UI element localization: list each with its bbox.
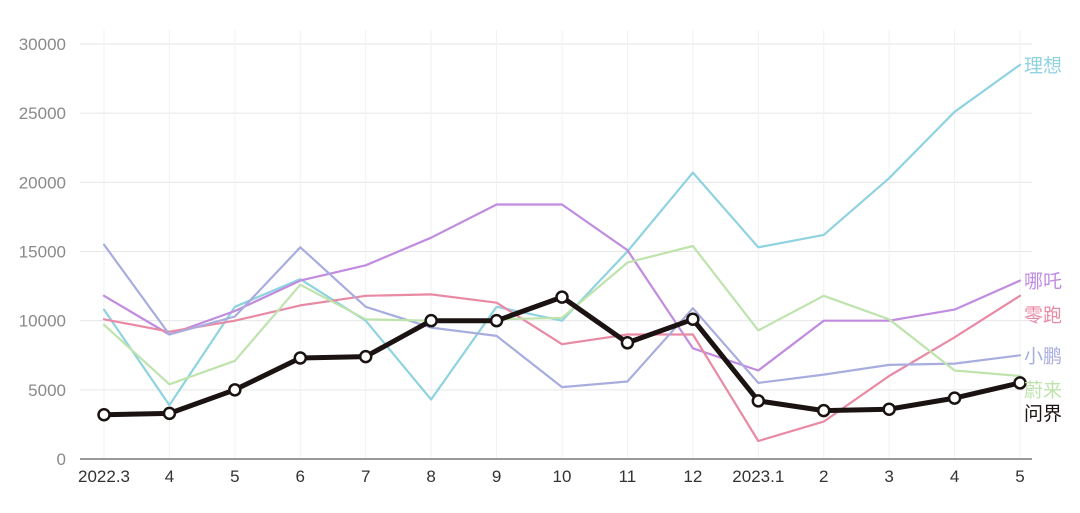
y-tick-label: 20000 — [19, 173, 66, 192]
x-tick-label: 3 — [884, 467, 893, 486]
x-tick-label: 6 — [296, 467, 305, 486]
series-label-4: 蔚来 — [1024, 379, 1062, 401]
x-tick-label: 4 — [165, 467, 174, 486]
series-line-1 — [102, 203, 1022, 372]
series-point-5 — [816, 403, 831, 418]
series-point-5 — [489, 313, 504, 328]
y-axis-ticks: 0 5000 10000 15000 20000 25000 30000 — [19, 35, 66, 469]
y-tick-label: 10000 — [19, 312, 66, 331]
x-tick-label: 5 — [230, 467, 239, 486]
series-point-5 — [97, 407, 111, 422]
x-tick-label: 7 — [361, 467, 370, 486]
x-tick-label: 2023.1 — [732, 467, 784, 486]
x-tick-label: 9 — [492, 467, 501, 486]
y-tick-label: 15000 — [19, 243, 66, 262]
series-lines — [97, 63, 1027, 443]
x-tick-label: 2 — [819, 467, 828, 486]
y-tick-label: 25000 — [19, 104, 66, 123]
series-label-1: 哪吒 — [1024, 271, 1062, 293]
series-point-5 — [686, 312, 700, 327]
series-point-5 — [882, 402, 896, 416]
x-tick-label: 2022.3 — [78, 467, 130, 486]
series-point-5 — [1013, 376, 1027, 390]
series-point-5 — [162, 406, 177, 421]
series-point-5 — [358, 349, 373, 364]
series-point-5 — [751, 394, 766, 408]
x-tick-label: 4 — [950, 467, 959, 486]
series-point-5 — [620, 336, 635, 350]
series-label-5: 问界 — [1024, 403, 1062, 425]
x-tick-label: 5 — [1015, 467, 1024, 486]
series-line-0 — [102, 63, 1022, 407]
series-line-4 — [102, 244, 1022, 386]
y-tick-label: 30000 — [19, 35, 66, 54]
series-point-5 — [293, 351, 308, 365]
series-label-3: 小鹏 — [1024, 345, 1062, 367]
series-label-0: 理想 — [1024, 55, 1062, 77]
series-point-5 — [947, 391, 962, 405]
series-line-3 — [102, 243, 1022, 389]
x-tick-label: 12 — [683, 467, 702, 486]
x-tick-label: 11 — [619, 467, 637, 486]
series-label-2: 零跑 — [1024, 305, 1062, 327]
series-point-5 — [424, 313, 438, 328]
x-axis-ticks: 2022.3 4 5 6 7 8 9 10 11 12 2023.1 2 3 4 5 — [78, 467, 1025, 486]
series-line-2 — [102, 293, 1022, 443]
series-point-5 — [555, 290, 569, 304]
y-tick-label: 0 — [57, 450, 66, 469]
series-point-5 — [228, 383, 242, 397]
x-tick-label: 8 — [426, 467, 435, 486]
y-tick-label: 5000 — [28, 381, 66, 400]
x-tick-label: 10 — [553, 467, 572, 486]
